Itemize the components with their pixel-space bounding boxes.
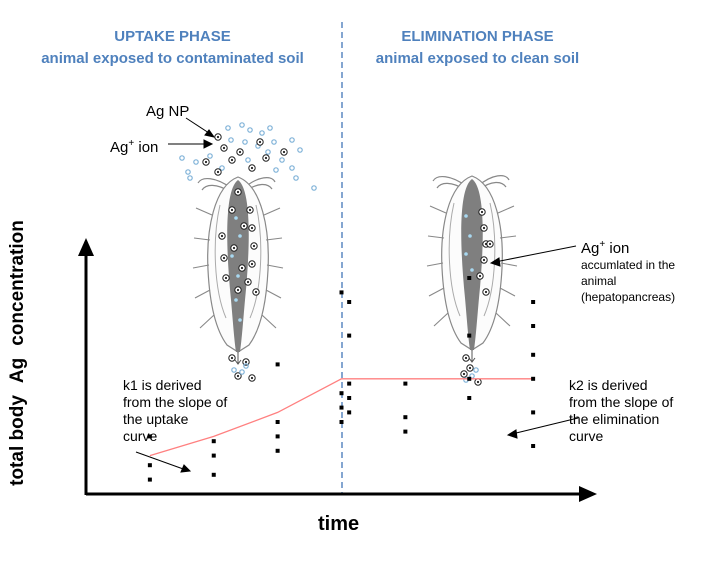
data-point [211, 439, 216, 444]
k1-annotation: k1 is derived from the slope of the upta… [123, 377, 228, 444]
internal-particle [470, 268, 474, 272]
x-axis-label: time [318, 513, 360, 535]
data-point [467, 276, 472, 280]
data-point [467, 396, 472, 400]
kinetics-curve [149, 378, 534, 457]
ag-nanoparticle-icon [187, 175, 193, 181]
elimination-phase-heading: ELIMINATION PHASE animal exposed to clea… [345, 26, 610, 70]
data-point [211, 453, 216, 458]
ag-nanoparticle-icon [259, 130, 265, 136]
ag-nanoparticle-icon [311, 185, 317, 191]
ag-nanoparticle-icon [267, 125, 273, 131]
data-point [531, 410, 536, 415]
ag-nanoparticle-icon [228, 137, 234, 143]
data-point [467, 376, 472, 381]
ag-nanoparticle-icon [265, 149, 271, 155]
ag-np-label: Ag NP [146, 103, 190, 120]
data-point [147, 434, 152, 439]
data-point [347, 410, 352, 415]
particles-group [179, 122, 494, 386]
elimination-phase-subtitle: animal exposed to clean soil [375, 50, 580, 67]
ag-ion-label: Ag+ ion [110, 138, 159, 156]
y-axis-label: total bodyAgconcentration [7, 220, 28, 486]
data-point [147, 463, 152, 468]
ag-nanoparticle-icon [193, 159, 199, 165]
data-point [531, 444, 536, 448]
internal-particle [230, 254, 234, 258]
data-point [531, 376, 536, 381]
ag-nanoparticle-icon [207, 153, 213, 159]
ag-nanoparticle-icon [273, 167, 279, 173]
ag-nanoparticle-icon [245, 157, 251, 163]
data-point [347, 333, 352, 338]
data-point [403, 415, 408, 420]
internal-particle [464, 252, 468, 256]
ag-nanoparticle-icon [231, 367, 237, 373]
data-point [275, 434, 280, 439]
uptake-phase-title: UPTAKE PHASE [114, 28, 231, 45]
data-point [347, 300, 352, 304]
data-point [531, 324, 536, 328]
internal-particle [468, 234, 472, 238]
data-point [339, 391, 344, 396]
data-point [339, 290, 344, 295]
data-point [347, 381, 352, 386]
ag-nanoparticle-icon [179, 155, 185, 161]
data-point [531, 352, 536, 357]
chart-axes [78, 238, 597, 502]
gut-elimination [461, 179, 483, 350]
uptake-phase-heading: UPTAKE PHASE animal exposed to contamina… [0, 26, 345, 70]
ag-nanoparticle-icon [239, 369, 245, 375]
k2-annotation: k2 is derived from the slope of the elim… [569, 377, 674, 444]
internal-particle [464, 214, 468, 218]
ag-nanoparticle-icon [239, 122, 245, 128]
ag-nanoparticle-icon [185, 169, 191, 175]
ag-nanoparticle-icon [279, 157, 285, 163]
ag-nanoparticle-icon [243, 363, 249, 369]
data-point [275, 420, 280, 424]
chart-plot [147, 276, 536, 482]
data-point [211, 472, 216, 477]
ag-nanoparticle-icon [242, 139, 248, 145]
ag-nanoparticle-icon [271, 139, 277, 145]
ag-nanoparticle-icon [247, 127, 253, 133]
animal-uptake [192, 176, 284, 365]
data-point [339, 420, 344, 424]
animal-elimination [426, 175, 518, 363]
ag-nanoparticle-icon [219, 165, 225, 171]
uptake-phase-subtitle: animal exposed to contaminated soil [41, 50, 304, 67]
ag-nanoparticle-icon [297, 147, 303, 153]
data-point [275, 448, 280, 453]
data-point [403, 381, 408, 386]
data-point [347, 396, 352, 400]
data-point [531, 300, 536, 304]
ag-nanoparticle-icon [289, 165, 295, 171]
data-point [147, 477, 152, 482]
ag-nanoparticle-icon [289, 137, 295, 143]
internal-particle [236, 274, 240, 278]
internal-particle [238, 318, 242, 322]
internal-particle [234, 298, 238, 302]
data-point [339, 405, 344, 410]
data-point [403, 429, 408, 434]
accumulated-ion-note: accumlated in the animal (hepatopancreas… [581, 258, 676, 304]
data-point [467, 333, 472, 338]
accumulated-ion-title: Ag+ ion [581, 239, 630, 257]
ag-nanoparticle-icon [293, 175, 299, 181]
ag-nanoparticle-icon [225, 125, 231, 131]
internal-particle [238, 234, 242, 238]
data-point [275, 362, 280, 367]
pointer-arrows [135, 117, 579, 473]
elimination-phase-title: ELIMINATION PHASE [401, 28, 554, 45]
ag-nanoparticle-icon [473, 367, 479, 373]
internal-particle [234, 216, 238, 220]
